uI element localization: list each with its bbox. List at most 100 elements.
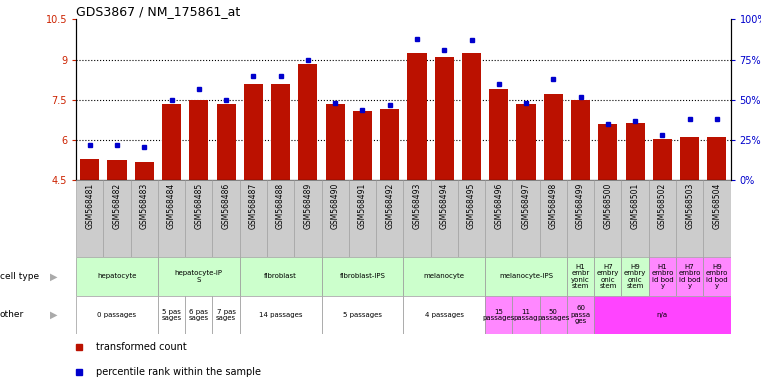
Bar (407, 53, 426, 180)
Text: GSM568499: GSM568499 (576, 183, 585, 229)
Bar (567, 180, 594, 257)
Text: GSM568490: GSM568490 (331, 183, 339, 229)
Text: H7
embro
id bod
y: H7 embro id bod y (679, 264, 701, 289)
Text: GSM568503: GSM568503 (685, 183, 694, 229)
Bar (103, 180, 131, 257)
Bar (544, 94, 563, 180)
Bar (217, 104, 236, 180)
Bar (517, 104, 536, 180)
Bar (76, 257, 158, 296)
Bar (708, 137, 727, 180)
Bar (489, 89, 508, 180)
Text: GSM568496: GSM568496 (495, 183, 503, 229)
Text: 11
passag: 11 passag (514, 309, 538, 321)
Text: GSM568497: GSM568497 (521, 183, 530, 229)
Text: GSM568483: GSM568483 (140, 183, 148, 229)
Bar (353, 111, 372, 180)
Bar (158, 257, 240, 296)
Bar (680, 137, 699, 180)
Bar (321, 296, 403, 334)
Text: ▶: ▶ (50, 310, 58, 320)
Text: GSM568492: GSM568492 (385, 183, 394, 229)
Text: GSM568494: GSM568494 (440, 183, 449, 229)
Text: hepatocyte-iP
S: hepatocyte-iP S (175, 270, 223, 283)
Text: H9
embry
onic
stem: H9 embry onic stem (624, 264, 646, 289)
Text: H9
embro
id bod
y: H9 embro id bod y (705, 264, 728, 289)
Text: GSM568481: GSM568481 (85, 183, 94, 229)
Bar (676, 180, 703, 257)
Text: other: other (0, 310, 24, 319)
Bar (76, 180, 103, 257)
Bar (622, 257, 648, 296)
Bar (326, 104, 345, 180)
Bar (80, 159, 99, 180)
Text: melanocyte: melanocyte (424, 273, 465, 280)
Text: transformed count: transformed count (96, 341, 186, 352)
Bar (486, 257, 567, 296)
Text: n/a: n/a (657, 312, 668, 318)
Text: GSM568491: GSM568491 (358, 183, 367, 229)
Text: GSM568501: GSM568501 (631, 183, 639, 229)
Bar (212, 296, 240, 334)
Text: GSM568495: GSM568495 (467, 183, 476, 229)
Bar (162, 104, 181, 180)
Text: 60
passa
ges: 60 passa ges (571, 305, 591, 324)
Bar (435, 57, 454, 180)
Bar (380, 109, 400, 180)
Text: H1
embr
yonic
stem: H1 embr yonic stem (572, 264, 590, 289)
Bar (540, 180, 567, 257)
Text: GSM568488: GSM568488 (276, 183, 285, 229)
Text: GSM568485: GSM568485 (194, 183, 203, 229)
Text: GSM568493: GSM568493 (412, 183, 422, 229)
Text: 0 passages: 0 passages (97, 312, 136, 318)
Bar (376, 180, 403, 257)
Text: GSM568489: GSM568489 (304, 183, 312, 229)
Text: 15
passages: 15 passages (482, 309, 515, 321)
Bar (240, 257, 321, 296)
Text: 50
passages: 50 passages (537, 309, 569, 321)
Text: cell type: cell type (0, 272, 39, 281)
Bar (295, 180, 321, 257)
Bar (462, 53, 481, 180)
Text: GSM568486: GSM568486 (221, 183, 231, 229)
Text: fibroblast: fibroblast (264, 273, 297, 280)
Bar (622, 180, 648, 257)
Bar (648, 257, 676, 296)
Text: GSM568484: GSM568484 (167, 183, 176, 229)
Bar (240, 296, 321, 334)
Bar (703, 257, 731, 296)
Bar (185, 180, 212, 257)
Bar (267, 180, 295, 257)
Bar (431, 180, 458, 257)
Bar (189, 100, 209, 180)
Text: 5 passages: 5 passages (343, 312, 382, 318)
Text: percentile rank within the sample: percentile rank within the sample (96, 366, 261, 377)
Text: GSM568504: GSM568504 (712, 183, 721, 229)
Text: 4 passages: 4 passages (425, 312, 463, 318)
Bar (403, 180, 431, 257)
Bar (648, 180, 676, 257)
Text: 6 pas
sages: 6 pas sages (189, 309, 209, 321)
Text: GSM568498: GSM568498 (549, 183, 558, 229)
Bar (540, 296, 567, 334)
Bar (107, 161, 126, 180)
Bar (594, 296, 731, 334)
Bar (321, 257, 403, 296)
Bar (653, 139, 672, 180)
Text: H1
embro
id bod
y: H1 embro id bod y (651, 264, 673, 289)
Text: hepatocyte: hepatocyte (97, 273, 137, 280)
Text: GSM568482: GSM568482 (113, 183, 122, 229)
Bar (298, 64, 317, 180)
Text: H7
embry
onic
stem: H7 embry onic stem (597, 264, 619, 289)
Bar (598, 124, 617, 180)
Bar (594, 257, 622, 296)
Bar (321, 180, 349, 257)
Text: melanocyte-IPS: melanocyte-IPS (499, 273, 553, 280)
Bar (703, 180, 731, 257)
Bar (135, 162, 154, 180)
Bar (567, 257, 594, 296)
Bar (512, 296, 540, 334)
Bar (571, 100, 590, 180)
Bar (131, 180, 158, 257)
Text: 5 pas
sages: 5 pas sages (161, 309, 182, 321)
